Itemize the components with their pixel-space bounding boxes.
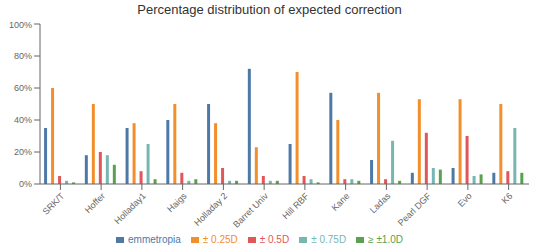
svg-text:SRK/T: SRK/T bbox=[40, 191, 66, 217]
svg-text:Pearl DGF: Pearl DGF bbox=[396, 191, 433, 228]
svg-text:Hill RBF: Hill RBF bbox=[280, 191, 311, 222]
svg-text:Kane: Kane bbox=[330, 191, 352, 213]
svg-text:Holladay1: Holladay1 bbox=[112, 191, 147, 226]
html-text:≥ ±1.0D: ≥ ±1.0D bbox=[368, 234, 403, 245]
html-text:emmetropia: emmetropia bbox=[128, 234, 181, 245]
html-text:± 0.5D: ± 0.5D bbox=[259, 234, 290, 245]
svg-text:20%: 20% bbox=[14, 147, 32, 157]
html-text:± 0.25D: ± 0.25D bbox=[202, 234, 238, 245]
html-text:± 0.75D: ± 0.75D bbox=[311, 234, 347, 245]
svg-text:Ladas: Ladas bbox=[368, 191, 393, 216]
svg-text:Evo: Evo bbox=[456, 191, 474, 209]
svg-text:0%: 0% bbox=[19, 179, 32, 189]
svg-text:60%: 60% bbox=[14, 83, 32, 93]
svg-text:K6: K6 bbox=[500, 191, 515, 206]
svg-text:80%: 80% bbox=[14, 51, 32, 61]
svg-text:Haigs: Haigs bbox=[165, 191, 189, 215]
html-text:Percentage distribution of exp: Percentage distribution of expected corr… bbox=[137, 2, 402, 17]
svg-text:Hoffer: Hoffer bbox=[83, 191, 107, 215]
svg-text:40%: 40% bbox=[14, 115, 32, 125]
svg-text:Barret Univ: Barret Univ bbox=[231, 191, 270, 230]
svg-text:100%: 100% bbox=[9, 20, 32, 30]
svg-text:Holladay 2: Holladay 2 bbox=[192, 191, 229, 228]
